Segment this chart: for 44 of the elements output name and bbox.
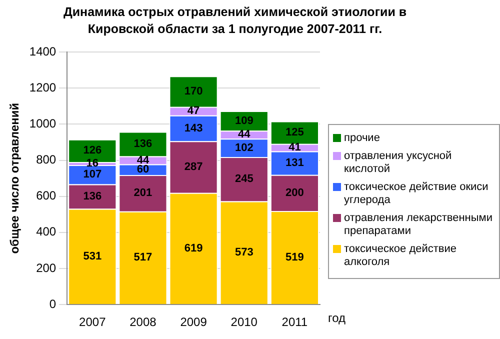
data-label: 619 xyxy=(184,242,203,255)
legend-label: отравления лекарственными препаратами xyxy=(344,212,494,238)
y-tick-label: 800 xyxy=(36,152,56,167)
y-tick-label: 1000 xyxy=(29,116,56,130)
data-label: 170 xyxy=(184,86,203,98)
data-label: 531 xyxy=(83,250,102,262)
data-label: 125 xyxy=(286,126,304,139)
legend-label: токсическое действие алкоголя xyxy=(344,243,458,269)
legend-label: токсическое действие окиси углерода xyxy=(344,181,490,207)
x-tick-label: 2009 xyxy=(180,315,208,330)
x-tick-label: 2011 xyxy=(282,315,308,330)
data-label: 287 xyxy=(184,161,203,174)
y-tick-label: 200 xyxy=(36,260,56,275)
x-tick-label: 2010 xyxy=(230,315,258,330)
data-label: 201 xyxy=(134,187,152,200)
data-label: 245 xyxy=(234,173,254,186)
data-label: 47 xyxy=(187,105,200,118)
data-label: 519 xyxy=(286,252,304,264)
data-label: 60 xyxy=(136,164,150,176)
data-label: 131 xyxy=(286,157,304,170)
data-label: 107 xyxy=(83,168,102,181)
legend-label: отравления уксусной кислотой xyxy=(344,150,453,176)
data-label: 517 xyxy=(134,252,152,264)
y-tick-label: 400 xyxy=(36,224,56,239)
data-label: 41 xyxy=(288,142,301,154)
y-tick-label: 0 xyxy=(49,296,56,311)
data-label: 102 xyxy=(234,142,254,154)
y-axis-title: общее число отравлений xyxy=(8,102,22,254)
data-label: 573 xyxy=(234,246,254,259)
data-label: 200 xyxy=(286,186,304,199)
x-axis-title: год xyxy=(328,310,346,325)
data-label: 44 xyxy=(238,128,252,141)
x-tick-label: 2008 xyxy=(130,315,157,330)
data-label: 109 xyxy=(234,114,254,127)
x-tick-label: 2007 xyxy=(79,315,106,330)
legend-label: прочие xyxy=(344,132,380,145)
y-tick-label: 600 xyxy=(36,188,56,203)
data-label: 136 xyxy=(134,138,152,150)
data-label: 126 xyxy=(83,144,102,157)
chart-title: Динамика острых отравлений химической этиологии в Кировской области за 1 полугодие 2007-2011 гг. xyxy=(62,4,408,38)
data-label: 136 xyxy=(83,190,102,203)
y-tick-label: 1400 xyxy=(29,44,56,58)
data-label: 143 xyxy=(184,122,203,134)
y-tick-label: 1200 xyxy=(29,80,56,94)
